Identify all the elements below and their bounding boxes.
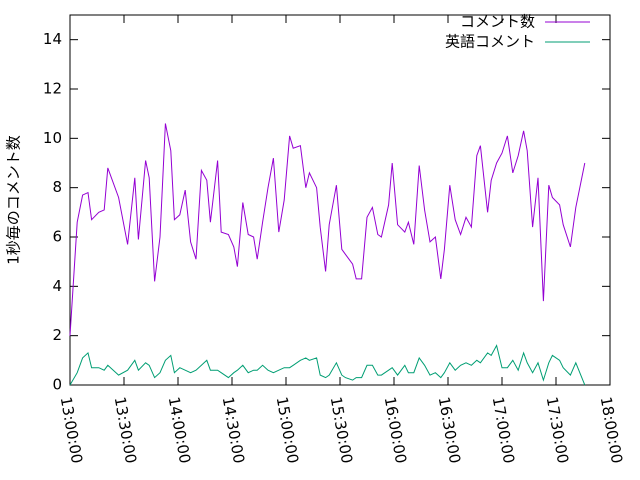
x-tick-label: 17:00:00 (489, 395, 518, 464)
y-tick-label: 2 (52, 326, 62, 344)
legend-label: 英語コメント (445, 33, 535, 51)
x-tick-label: 16:00:00 (381, 395, 410, 464)
y-tick-label: 12 (43, 80, 62, 98)
series-line (69, 123, 586, 336)
x-tick-label: 17:30:00 (543, 395, 572, 464)
x-tick-label: 18:00:00 (597, 395, 626, 464)
y-tick-label: 10 (43, 129, 62, 147)
y-tick-label: 4 (52, 277, 62, 295)
x-tick-label: 13:00:00 (57, 395, 86, 464)
x-tick-label: 14:00:00 (165, 395, 194, 464)
x-tick-label: 13:30:00 (111, 395, 140, 464)
y-axis-label: 1秒毎のコメント数 (5, 135, 23, 265)
legend-label: コメント数 (460, 13, 535, 31)
x-tick-label: 14:30:00 (219, 395, 248, 464)
y-tick-label: 6 (52, 228, 62, 246)
plot-border (69, 14, 611, 386)
x-tick-label: 16:30:00 (435, 395, 464, 464)
y-tick-label: 0 (52, 376, 62, 394)
x-tick-label: 15:00:00 (273, 395, 302, 464)
x-tick-label: 15:30:00 (327, 395, 356, 464)
y-tick-label: 14 (43, 30, 62, 48)
series-line (69, 344, 586, 386)
y-tick-label: 8 (52, 178, 62, 196)
